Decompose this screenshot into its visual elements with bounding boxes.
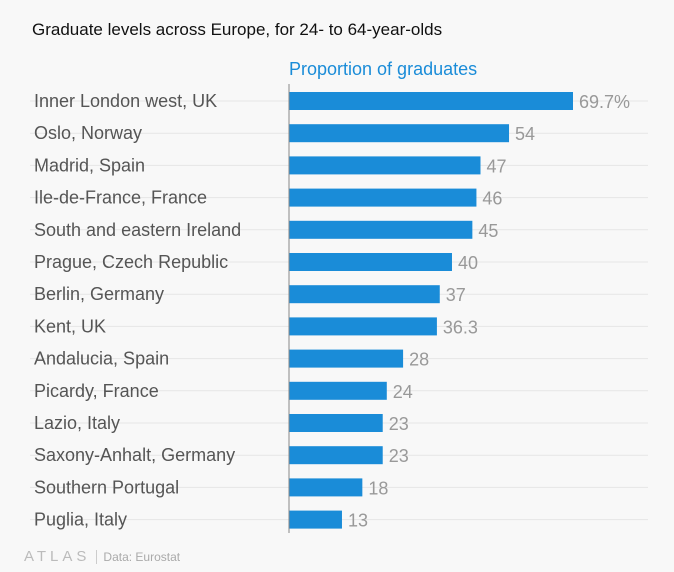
bar <box>289 414 383 432</box>
bar <box>289 317 437 336</box>
value-label: 69.7% <box>579 92 630 112</box>
value-label: 54 <box>515 124 535 144</box>
value-label: 13 <box>348 511 368 531</box>
bar <box>289 381 387 400</box>
bar <box>289 220 473 239</box>
bar <box>289 285 440 304</box>
value-label: 18 <box>368 478 388 498</box>
series-label: Proportion of graduates <box>289 59 478 79</box>
value-label: 37 <box>446 285 466 305</box>
value-label: 47 <box>487 156 507 176</box>
footer: ATLAS Data: Eurostat <box>24 548 180 565</box>
category-label: Kent, UK <box>34 316 106 336</box>
data-source: Data: Eurostat <box>103 549 181 564</box>
bar <box>289 124 510 143</box>
bar <box>289 510 342 529</box>
category-label: Oslo, Norway <box>34 123 142 143</box>
value-label: 24 <box>393 382 413 402</box>
bar <box>289 156 481 175</box>
category-label: Berlin, Germany <box>34 284 164 304</box>
atlas-logo: ATLAS <box>24 548 91 565</box>
value-label: 28 <box>409 350 429 370</box>
chart-title: Graduate levels across Europe, for 24- t… <box>32 20 443 39</box>
bar <box>289 446 383 465</box>
bar <box>289 253 452 271</box>
value-label: 45 <box>478 221 498 241</box>
category-label: Puglia, Italy <box>34 510 127 530</box>
category-label: Picardy, France <box>34 381 159 401</box>
bar <box>289 478 363 497</box>
category-label: South and eastern Ireland <box>34 220 241 240</box>
value-label: 40 <box>458 253 478 273</box>
category-label: Inner London west, UK <box>34 91 217 111</box>
value-label: 23 <box>389 446 409 466</box>
category-label: Andalucia, Spain <box>34 349 169 369</box>
bar <box>289 188 477 207</box>
category-label: Prague, Czech Republic <box>34 252 228 272</box>
footer-divider <box>96 549 98 564</box>
value-label: 46 <box>482 189 502 209</box>
bar <box>289 349 404 368</box>
value-label: 36.3 <box>443 317 478 337</box>
category-label: Southern Portugal <box>34 477 179 497</box>
category-label: Madrid, Spain <box>34 155 145 175</box>
category-label: Lazio, Italy <box>34 413 120 433</box>
category-label: Ile-de-France, France <box>34 188 207 208</box>
category-label: Saxony-Anhalt, Germany <box>34 445 235 465</box>
value-label: 23 <box>389 414 409 434</box>
bar <box>289 92 573 110</box>
